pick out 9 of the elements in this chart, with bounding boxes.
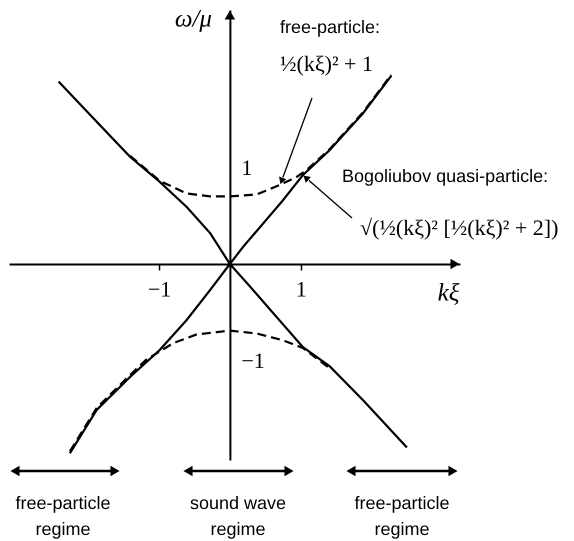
text: free-particle regime	[354, 493, 450, 539]
annotation: ½(kξ)² + 1	[280, 51, 373, 76]
text: sound wave regime	[190, 493, 286, 539]
y-axis-title: ω/μ	[174, 6, 212, 32]
text: free-particle regime	[15, 493, 111, 539]
annotation: free-particle:	[280, 17, 380, 37]
annotation: Bogoliubov quasi-particle:	[342, 166, 548, 186]
annotation: √(½(kξ)² [½(kξ)² + 2])	[360, 215, 558, 240]
x-axis-title: kξ	[438, 279, 460, 306]
